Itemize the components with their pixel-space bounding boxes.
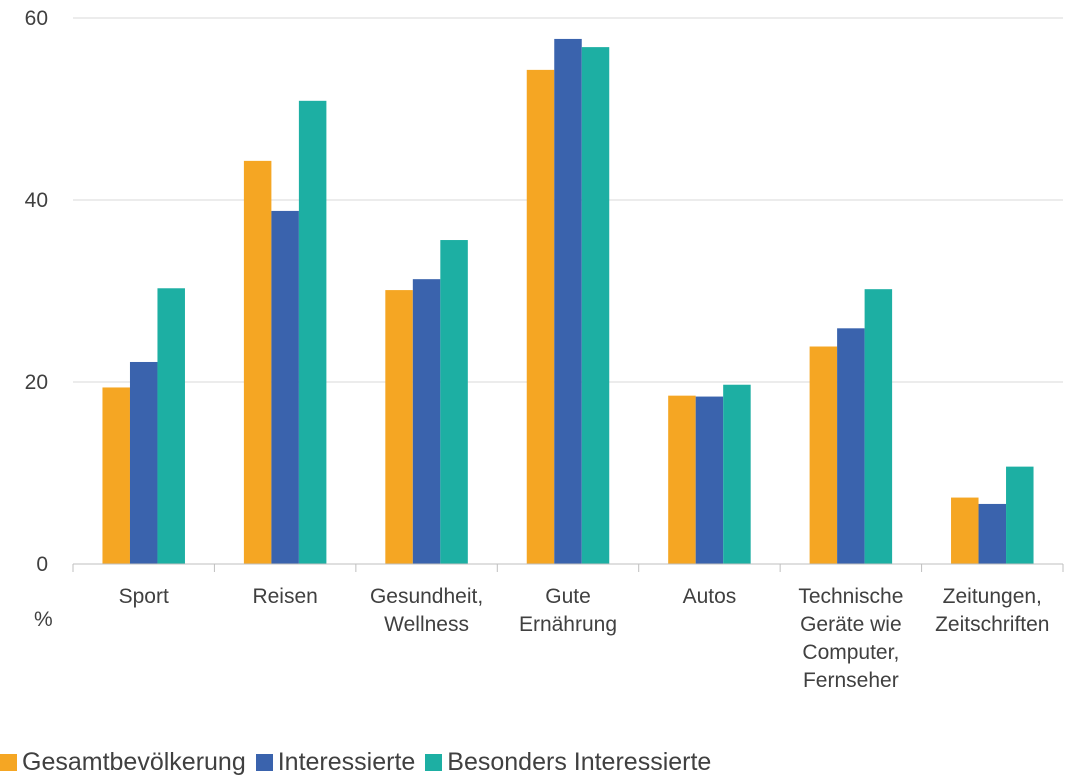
legend-swatch [255,754,273,771]
bar [526,69,555,565]
bar [581,47,610,565]
category-label: Gute Ernährung [519,585,617,636]
bar [129,361,158,564]
bar [809,346,838,564]
legend-label: Gesamtbevölkerung [22,748,246,776]
bar [837,328,865,564]
bar [864,289,893,564]
bar [554,38,582,565]
category-label: Sport [119,585,169,608]
bar [951,497,979,564]
category-label: Technische Geräte wie Computer, Fernseher [798,585,903,692]
y-unit-label: % [34,608,53,631]
bar [298,100,327,564]
bar [157,288,185,564]
y-tick-label: 20 [25,371,48,394]
bars [102,38,1034,565]
x-axis [72,563,1064,572]
legend-label: Interessierte [277,748,416,776]
bar-chart: 0 20 40 60 Sport Reisen Gesundheit, Wellness Gu… [25,7,1064,692]
bar [385,290,413,564]
bar [102,387,130,564]
legend-swatch [425,754,443,771]
bar [695,396,724,564]
legend-item: Gesamtbevölkerung [0,748,246,777]
bar [1006,466,1034,564]
bar [668,395,696,564]
y-axis-ticks: 0 20 40 60 [25,7,48,576]
category-label: Reisen [252,585,317,608]
legend-swatch [0,754,17,771]
legend-label: Besonders Interessierte [447,748,712,776]
category-label: Autos [683,585,737,608]
legend: Gesamtbevölkerung Interessierte Besonders … [0,748,721,777]
bar [723,384,751,564]
category-label: Zeitungen, Zeitschriften [935,585,1049,636]
bar [440,240,468,565]
legend-item: Interessierte [255,748,416,777]
category-label: Gesundheit, Wellness [370,585,483,636]
y-tick-label: 60 [25,7,48,30]
bar [243,160,272,564]
bar [412,279,441,564]
y-tick-label: 40 [25,189,48,212]
y-tick-label: 0 [36,553,48,576]
category-labels: Sport Reisen Gesundheit, Wellness Gute Ernähr… [119,585,1050,692]
legend-item: Besonders Interessierte [425,748,711,777]
bar [978,503,1007,564]
bar [271,210,299,565]
